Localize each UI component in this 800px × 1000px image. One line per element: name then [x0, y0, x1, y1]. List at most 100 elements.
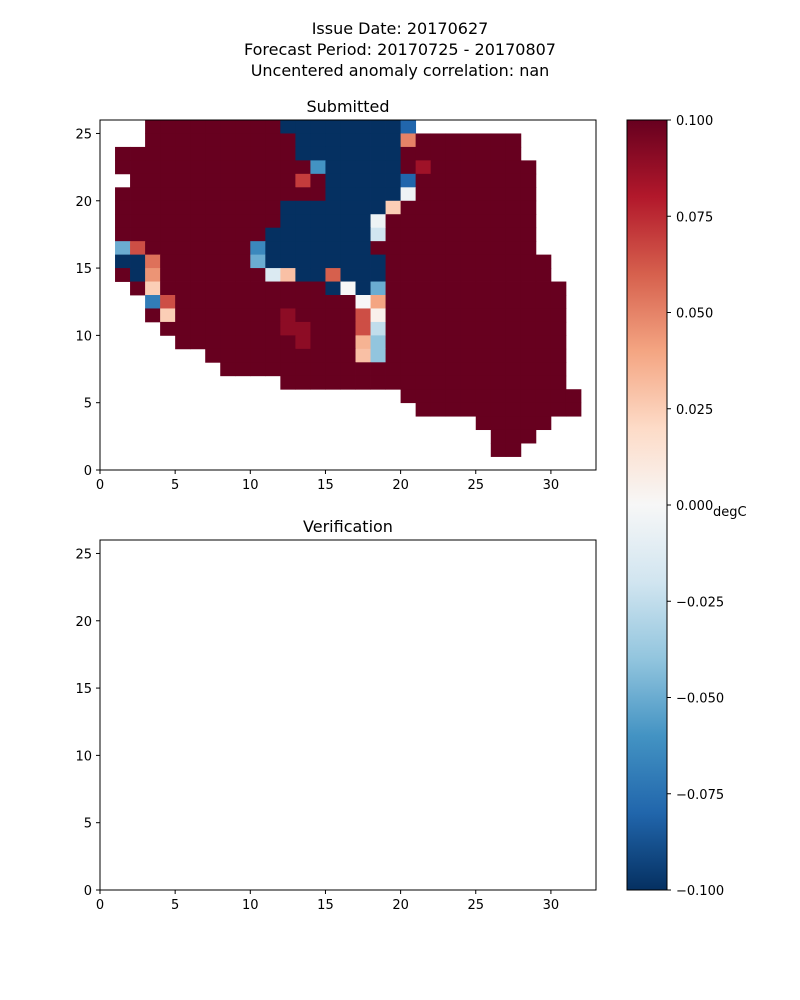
submitted-cell	[310, 348, 326, 363]
x-tick-label: 0	[96, 898, 104, 913]
submitted-cell	[505, 402, 522, 417]
figure-title-line-2: Forecast Period: 20170725 - 20170807	[244, 40, 556, 59]
submitted-cell	[310, 187, 326, 202]
submitted-cell	[190, 200, 206, 215]
submitted-cell	[415, 402, 432, 417]
submitted-cell	[310, 241, 326, 256]
submitted-cell	[355, 227, 371, 242]
submitted-cell	[160, 254, 176, 269]
submitted-cell	[385, 321, 402, 336]
submitted-cell	[340, 241, 356, 256]
submitted-cell	[280, 227, 296, 242]
submitted-cell	[205, 187, 221, 202]
submitted-cell	[400, 348, 417, 363]
submitted-cell	[520, 348, 537, 363]
submitted-cell	[370, 308, 386, 323]
submitted-cell	[310, 308, 326, 323]
submitted-cell	[490, 200, 507, 215]
submitted-cell	[205, 335, 221, 350]
submitted-cell	[415, 308, 432, 323]
submitted-cell	[490, 402, 507, 417]
submitted-cell	[235, 120, 251, 134]
submitted-cell	[370, 200, 386, 215]
submitted-cell	[280, 146, 296, 161]
submitted-cell	[535, 321, 552, 336]
submitted-cell	[505, 295, 522, 309]
submitted-cell	[400, 281, 417, 296]
submitted-cell	[325, 375, 341, 390]
y-tick-label: 10	[75, 329, 92, 344]
submitted-cell	[250, 281, 266, 296]
submitted-cell	[520, 200, 537, 215]
submitted-cell	[145, 146, 161, 161]
submitted-cell	[475, 308, 492, 323]
submitted-cell	[430, 308, 447, 323]
submitted-cell	[160, 173, 176, 188]
submitted-cell	[460, 389, 477, 404]
submitted-cell	[265, 241, 281, 256]
submitted-cell	[385, 187, 402, 202]
submitted-cell	[145, 308, 161, 323]
submitted-cell	[205, 214, 221, 229]
submitted-cell	[430, 133, 447, 148]
submitted-cell	[535, 348, 552, 363]
submitted-cell	[235, 254, 251, 269]
submitted-cell	[520, 362, 537, 377]
submitted-cell	[445, 160, 462, 175]
submitted-cell	[160, 187, 176, 202]
submitted-cell	[310, 295, 326, 309]
submitted-cell	[490, 375, 507, 390]
submitted-cell	[295, 335, 311, 350]
x-tick-label: 5	[171, 478, 179, 493]
submitted-cell	[340, 348, 356, 363]
submitted-cell	[310, 254, 326, 269]
submitted-cell	[355, 362, 371, 377]
submitted-cell	[220, 295, 236, 309]
submitted-cell	[325, 187, 341, 202]
submitted-cell	[550, 295, 567, 309]
submitted-cell	[520, 187, 537, 202]
submitted-cell	[205, 133, 221, 148]
submitted-cell	[370, 146, 386, 161]
submitted-cell	[295, 241, 311, 256]
submitted-cell	[475, 389, 492, 404]
submitted-cell	[400, 187, 417, 202]
submitted-cell	[190, 335, 206, 350]
submitted-cell	[235, 187, 251, 202]
submitted-cell	[205, 241, 221, 256]
submitted-cell	[415, 375, 432, 390]
submitted-cell	[115, 268, 131, 282]
colorbar-ticks: 0.100 0.075 0.050 0.025 0.000 −0.025 −0.050 −0.…	[667, 114, 724, 899]
submitted-cell	[370, 227, 386, 242]
submitted-cell	[385, 348, 402, 363]
submitted-cell	[265, 321, 281, 336]
submitted-cell	[400, 133, 417, 148]
submitted-cell	[280, 268, 296, 282]
submitted-cell	[280, 308, 296, 323]
submitted-cell	[265, 308, 281, 323]
submitted-cell	[250, 146, 266, 161]
submitted-cell	[370, 133, 386, 148]
submitted-cell	[175, 187, 191, 202]
submitted-cell	[460, 254, 477, 269]
submitted-cell	[250, 335, 266, 350]
submitted-cell	[310, 335, 326, 350]
submitted-cell	[160, 268, 176, 282]
submitted-cell	[415, 348, 432, 363]
submitted-cell	[160, 295, 176, 309]
y-tick-label: 15	[75, 682, 92, 697]
submitted-cell	[160, 200, 176, 215]
submitted-panel-title: Submitted	[306, 97, 389, 116]
submitted-cell	[475, 241, 492, 256]
submitted-cell	[235, 214, 251, 229]
submitted-cell	[130, 187, 146, 202]
submitted-cell	[400, 120, 417, 134]
submitted-cell	[235, 160, 251, 175]
submitted-cell	[265, 160, 281, 175]
submitted-cell	[295, 133, 311, 148]
submitted-cell	[475, 348, 492, 363]
submitted-cell	[145, 200, 161, 215]
submitted-cell	[415, 362, 432, 377]
submitted-cell	[175, 308, 191, 323]
